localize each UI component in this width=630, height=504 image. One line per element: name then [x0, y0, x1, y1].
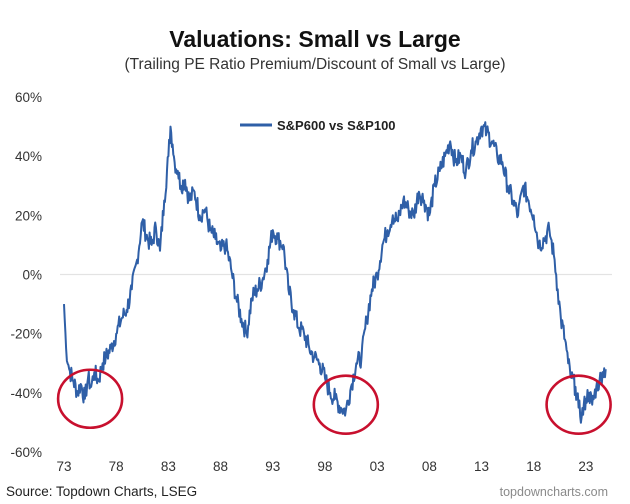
x-tick-label: 18 — [526, 459, 541, 474]
highlight-circle — [312, 374, 380, 435]
y-tick-label: 20% — [15, 208, 42, 223]
annotation-layer — [56, 368, 612, 435]
series-line — [63, 121, 607, 424]
source-note: Source: Topdown Charts, LSEG — [6, 484, 198, 499]
y-tick-label: -60% — [10, 445, 42, 460]
chart-subtitle: (Trailing PE Ratio Premium/Discount of S… — [124, 56, 506, 73]
x-tick-label: 03 — [370, 459, 385, 474]
x-tick-label: 88 — [213, 459, 228, 474]
y-tick-label: 0% — [22, 268, 42, 283]
x-tick-label: 08 — [422, 459, 437, 474]
highlight-circle — [545, 374, 612, 435]
y-tick-label: 40% — [15, 149, 42, 164]
x-tick-label: 13 — [474, 459, 489, 474]
chart-title: Valuations: Small vs Large — [169, 26, 461, 52]
legend: S&P600 vs S&P100 — [240, 118, 396, 133]
series-layer — [63, 121, 607, 424]
y-tick-label: -40% — [10, 386, 42, 401]
legend-label: S&P600 vs S&P100 — [277, 118, 396, 133]
brand-watermark: topdowncharts.com — [499, 485, 608, 499]
x-axis: 73 78 83 88 93 98 03 08 13 18 23 — [56, 459, 593, 474]
highlight-circle — [56, 368, 124, 430]
x-tick-label: 83 — [161, 459, 176, 474]
y-tick-label: 60% — [15, 90, 42, 105]
x-tick-label: 78 — [109, 459, 124, 474]
x-tick-label: 23 — [578, 459, 593, 474]
y-axis: 60% 40% 20% 0% -20% -40% -60% — [10, 90, 42, 460]
x-tick-label: 73 — [56, 459, 71, 474]
x-tick-label: 98 — [317, 459, 332, 474]
x-tick-label: 93 — [265, 459, 280, 474]
y-tick-label: -20% — [10, 327, 42, 342]
